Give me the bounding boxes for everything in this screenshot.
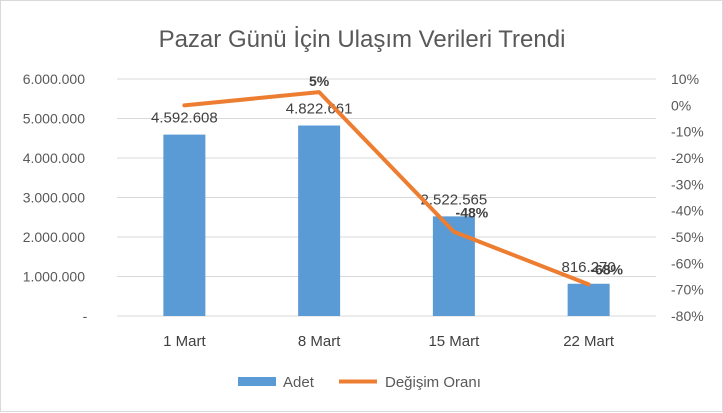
right-axis-tick-label: -10%	[671, 124, 704, 140]
bar	[163, 134, 206, 316]
bar	[298, 125, 341, 317]
right-axis-tick-label: 0%	[671, 97, 691, 113]
left-axis-ticks: - 1.000.000 2.000.000 3.000.000 4.000.000 5.0…	[23, 71, 88, 324]
right-axis-tick-label: -40%	[671, 203, 704, 219]
right-axis-tick-label: -20%	[671, 150, 704, 166]
legend-label-adet: Adet	[283, 374, 315, 391]
left-axis-tick-label: 5.000.000	[23, 111, 85, 127]
left-axis-tick-label: 3.000.000	[23, 190, 85, 206]
legend: Adet Değişim Oranı	[238, 374, 481, 391]
line-series: 5% -48% -68%	[182, 73, 624, 287]
bar-value-label: 2.522.565	[421, 191, 488, 208]
bar-value-label: 4.592.608	[151, 110, 218, 127]
left-axis-tick-label: 2.000.000	[23, 229, 85, 245]
legend-label-degisim: Değişim Oranı	[385, 374, 481, 391]
bar	[567, 283, 610, 316]
category-label: 8 Mart	[298, 333, 341, 350]
right-axis-ticks: -80% -70% -60% -50% -40% -30% -20% -10% 0% 10%	[671, 71, 704, 324]
right-axis-tick-label: -80%	[671, 308, 704, 324]
bar-value-label: 4.822.661	[286, 101, 353, 118]
chart-title: Pazar Günü İçin Ulaşım Verileri Trendi	[159, 26, 566, 53]
right-axis-tick-label: -30%	[671, 176, 704, 192]
right-axis-tick-label: -50%	[671, 229, 704, 245]
right-axis-tick-label: -70%	[671, 282, 704, 298]
category-label: 1 Mart	[163, 333, 206, 350]
left-axis-tick-label: 4.000.000	[23, 150, 85, 166]
line-value-label: -48%	[456, 205, 489, 221]
line-value-label: -68%	[590, 261, 623, 277]
left-axis-tick-label: 6.000.000	[23, 71, 85, 87]
left-axis-tick-label: 1.000.000	[23, 269, 85, 285]
category-labels: 1 Mart 8 Mart 15 Mart 22 Mart	[163, 333, 615, 350]
line-path	[182, 90, 591, 287]
right-axis-tick-label: 10%	[671, 71, 699, 87]
bar-value-label: 816.270	[562, 259, 616, 276]
left-axis-tick-label: -	[83, 308, 88, 324]
category-label: 15 Mart	[428, 333, 480, 350]
gridlines	[117, 78, 656, 317]
legend-swatch-adet	[238, 377, 276, 386]
category-label: 22 Mart	[563, 333, 615, 350]
line-value-label: 5%	[309, 73, 330, 89]
right-axis-tick-label: -60%	[671, 255, 704, 271]
bar-series: 4.592.608 4.822.661 2.522.565 816.270	[151, 101, 616, 317]
